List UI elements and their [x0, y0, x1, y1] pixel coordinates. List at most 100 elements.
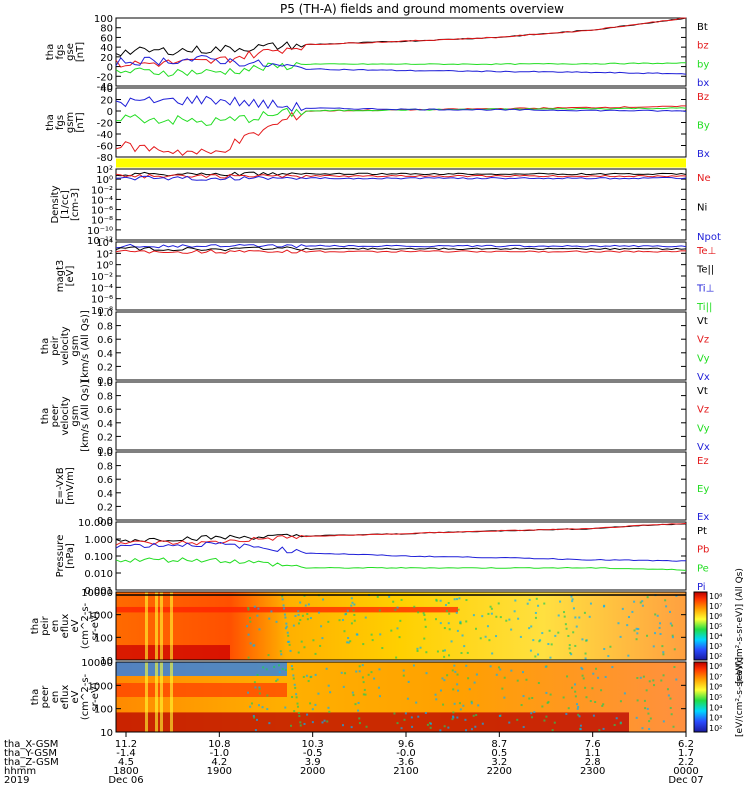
spectrogram-pixel: [406, 697, 409, 700]
spectrogram-pixel: [603, 647, 606, 650]
spectrogram-pixel: [378, 695, 381, 698]
spectrogram-pixel: [295, 693, 298, 696]
spectrogram-pixel: [329, 691, 332, 694]
y-axis-label-line: peer: [50, 404, 61, 428]
y-axis-label-line: fgs: [55, 115, 66, 130]
y-tick-label: 10⁻⁶: [91, 295, 113, 306]
spectrogram-pixel: [465, 729, 468, 732]
spectrogram-pixel: [531, 696, 534, 699]
panel-frame: [115, 311, 687, 381]
spectrogram-pixel: [439, 622, 442, 625]
spectrogram-pixel: [662, 674, 665, 677]
spectrogram-pixel: [253, 716, 256, 719]
trace-Pe: [115, 557, 687, 571]
spectrogram-pixel: [439, 729, 442, 732]
spectrogram-pixel: [364, 616, 367, 619]
spectrogram-pixel: [441, 677, 444, 680]
spectrogram-pixel: [567, 707, 570, 710]
spectrogram-pixel: [522, 695, 525, 698]
spectrogram-pixel: [477, 704, 480, 707]
y-tick-label: 10⁻¹²: [87, 236, 113, 247]
spectrogram-pixel: [319, 644, 322, 647]
spectrogram-pixel: [503, 696, 506, 699]
spectrogram-pixel: [299, 601, 302, 604]
spectrogram-pixel: [481, 615, 484, 618]
y-axis-label-line: eflux: [60, 614, 71, 639]
time-axis: tha_X-GSMtha_Y-GSMtha_Z-GSMhhmm201911.2-…: [4, 732, 704, 786]
legend-entry: Bz: [697, 92, 709, 103]
legend-entry: Pt: [697, 526, 707, 537]
spectrogram-pixel: [305, 674, 308, 677]
spectrogram-pixel: [557, 631, 560, 634]
spectrogram-pixel: [673, 666, 676, 669]
panel-frame: [115, 168, 687, 241]
spectrogram-pixel: [519, 635, 522, 638]
spectrogram-pixel: [646, 596, 649, 599]
spectrogram-pixel: [619, 722, 622, 725]
y-axis-label: tha fgs gse [nT]: [45, 42, 86, 62]
y-tick-label: 0.0: [97, 376, 113, 387]
y-tick-label: -80: [97, 153, 113, 164]
colorbar-tick: 10³: [709, 642, 722, 651]
spectrogram-pixel: [358, 670, 361, 673]
spectrogram-pixel: [522, 725, 525, 728]
spectrogram-pixel: [495, 673, 498, 676]
spectrogram-pixel: [572, 607, 575, 610]
y-axis-label: tha fgs gsm [nT]: [45, 112, 86, 133]
spectrogram-pixel: [342, 685, 345, 688]
spectrogram-pixel: [574, 695, 577, 698]
spectrogram-pixel: [255, 718, 258, 721]
y-axis-label-line: fgs: [55, 44, 66, 59]
spectrogram-pixel: [475, 714, 478, 717]
spectrogram-pixel: [665, 605, 668, 608]
spectrogram-pixel: [417, 715, 420, 718]
y-axis-label: tha peer velocity gsm [km/s (All Qs)]: [40, 380, 91, 452]
spectrogram-pixel: [604, 675, 607, 678]
spectrogram-pixel: [306, 613, 309, 616]
legend-entry: Vx: [697, 372, 710, 383]
spectrogram-pixel: [246, 625, 249, 628]
spectrogram-pixel: [576, 707, 579, 710]
spectrogram-pixel: [617, 622, 620, 625]
spectrogram-pixel: [566, 675, 569, 678]
spectrogram-pixel: [619, 635, 622, 638]
spectrogram-pixel: [281, 595, 284, 598]
spectrogram-pixel: [394, 608, 397, 611]
spectrogram-pixel: [297, 711, 300, 714]
spectrogram-pixel: [254, 686, 257, 689]
spectrogram-pixel: [458, 702, 461, 705]
spectrogram-pixel: [400, 727, 403, 730]
x-tick-label: 1800: [113, 766, 138, 777]
spectrogram-pixel: [636, 699, 639, 702]
spectrogram-pixel: [525, 678, 528, 681]
spectrogram-pixel: [481, 722, 484, 725]
y-axis-label-line: [mV/m]: [65, 467, 76, 505]
x-tick-label: 1.7: [678, 748, 694, 759]
spectrogram-pixel: [470, 702, 473, 705]
spectrogram-pixel: [299, 721, 302, 724]
spectrogram-pixel: [491, 652, 494, 655]
x-tick-label: 11.2: [115, 739, 137, 750]
spectrogram-pixel: [484, 635, 487, 638]
spectrogram-pixel: [361, 676, 364, 679]
spectrogram-pixel: [563, 615, 566, 618]
spectrogram-pixel: [601, 704, 604, 707]
spectrogram-pixel: [344, 672, 347, 675]
spectrogram-pixel: [326, 720, 329, 723]
panel-frame: [115, 17, 687, 87]
trace-by: [115, 62, 686, 77]
y-tick-label: 0.2: [97, 502, 113, 513]
panel-peer-spec: 10000 1000 100 10 tha peer en eflux eV (cm^2-s-sr…: [30, 658, 687, 739]
spectrogram-pixel: [422, 612, 425, 615]
spectrogram-pixel: [627, 616, 630, 619]
colorbar-tick: 10⁷: [709, 672, 722, 681]
spectrogram-pixel: [343, 630, 346, 633]
colorbar-label: [eV/(cm²-s-sr-eV)]: [735, 657, 745, 737]
spectrogram-burst: [145, 592, 148, 660]
spectrogram-pixel: [370, 633, 373, 636]
spectrogram-pixel: [311, 708, 314, 711]
colorbar-label-text: [eV/(cm²-s-sr-eV)] (All Qs): [735, 568, 745, 684]
spectrogram-pixel: [351, 601, 354, 604]
y-tick-label: 10⁰: [96, 175, 113, 186]
